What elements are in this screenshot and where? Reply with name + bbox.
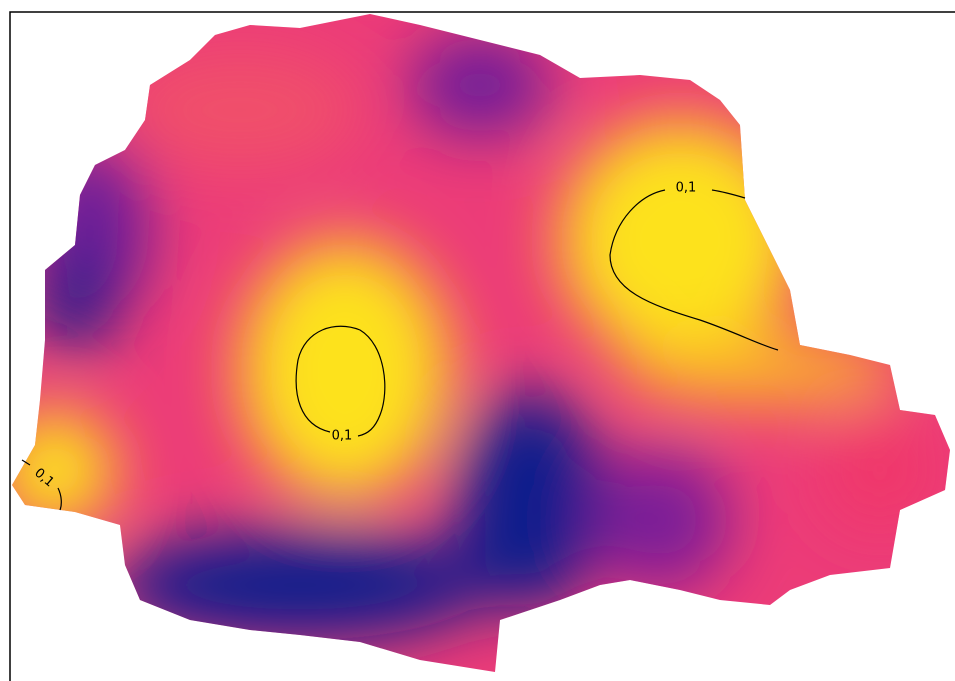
heat-blob <box>35 250 115 350</box>
heat-blob <box>620 335 900 405</box>
heat-blob <box>560 120 800 360</box>
heat-blobs <box>12 35 940 640</box>
contour-label: 0,1 <box>676 181 697 196</box>
heat-blob <box>455 390 605 610</box>
contour-line <box>609 189 779 351</box>
contour-line <box>711 189 746 199</box>
heat-blob <box>120 50 360 170</box>
contour-line <box>21 459 62 511</box>
contour-line <box>295 325 386 437</box>
heat-blob <box>410 35 550 135</box>
contour-label: 0,1 <box>332 429 353 444</box>
heat-blob <box>12 410 115 530</box>
heat-blob <box>590 450 730 590</box>
frame <box>9 11 955 681</box>
heat-blob <box>240 240 450 500</box>
heat-blob <box>820 410 940 530</box>
heat-blob <box>110 530 490 640</box>
contours: 0,1 0,1 0,1 <box>21 181 779 511</box>
